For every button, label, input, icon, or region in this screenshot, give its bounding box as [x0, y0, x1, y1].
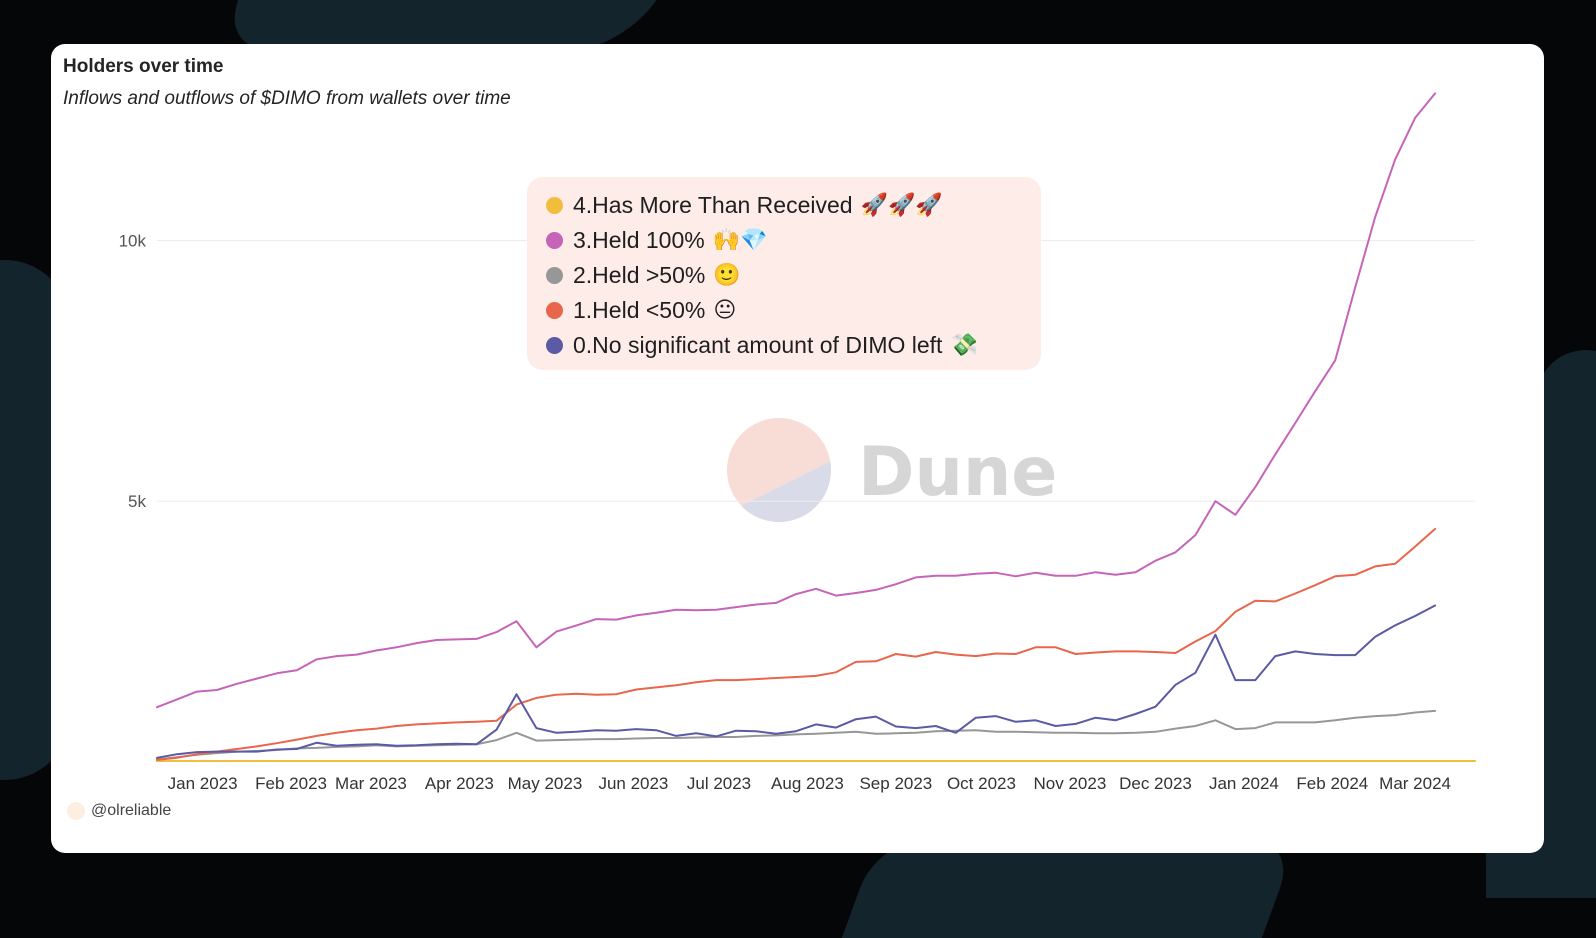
chart-legend: 4.Has More Than Received 🚀🚀🚀 3.Held 100%…: [527, 177, 1041, 370]
x-tick-label: Nov 2023: [1034, 774, 1107, 793]
x-tick-label: Dec 2023: [1119, 774, 1192, 793]
series-line[interactable]: [156, 604, 1437, 759]
dune-watermark: Dune: [727, 418, 1057, 522]
y-axis: 5k 10k: [119, 231, 147, 511]
series-line[interactable]: [156, 527, 1437, 761]
legend-item[interactable]: 0.No significant amount of DIMO left 💸: [546, 328, 1041, 363]
watermark-text: Dune: [858, 433, 1057, 512]
y-tick-label: 5k: [128, 492, 146, 511]
legend-item[interactable]: 1.Held <50% 😐: [546, 293, 1041, 328]
chart-subtitle: Inflows and outflows of $DIMO from walle…: [63, 88, 511, 109]
legend-dot-icon: [546, 197, 563, 214]
legend-label: 3.Held 100%: [573, 227, 705, 253]
x-tick-label: Mar 2024: [1379, 774, 1451, 793]
smile-icon: 🙂: [713, 263, 741, 288]
rocket-icon: 🚀🚀🚀: [860, 193, 943, 218]
legend-dot-icon: [546, 267, 563, 284]
chart-title: Holders over time: [63, 56, 224, 77]
background-shape: [841, 838, 1299, 938]
background-shape: [1536, 350, 1596, 820]
background-shape: [210, 0, 690, 50]
chart-card: Holders over time Inflows and outflows o…: [51, 44, 1544, 853]
series-line[interactable]: [156, 709, 1437, 761]
credit-text: @olreliable: [91, 802, 172, 819]
neutral-face-icon: 😐: [713, 298, 737, 323]
x-tick-label: Jan 2023: [168, 774, 238, 793]
x-tick-label: Jul 2023: [687, 774, 751, 793]
x-tick-label: Jun 2023: [598, 774, 668, 793]
legend-label: 1.Held <50%: [573, 297, 706, 323]
series-lines: [156, 92, 1476, 762]
raised-hands-gem-icon: 🙌💎: [712, 228, 768, 253]
x-tick-label: Mar 2023: [335, 774, 407, 793]
x-tick-label: Oct 2023: [947, 774, 1016, 793]
avatar: [67, 802, 85, 820]
legend-dot-icon: [546, 232, 563, 249]
legend-item[interactable]: 4.Has More Than Received 🚀🚀🚀: [546, 188, 1041, 223]
money-wings-icon: 💸: [950, 333, 978, 358]
legend-dot-icon: [546, 302, 563, 319]
x-tick-label: May 2023: [508, 774, 583, 793]
y-tick-label: 10k: [119, 231, 147, 250]
series-line[interactable]: [156, 92, 1437, 709]
x-tick-label: Feb 2023: [255, 774, 327, 793]
x-tick-label: Feb 2024: [1296, 774, 1368, 793]
legend-item[interactable]: 2.Held >50% 🙂: [546, 258, 1041, 293]
legend-item[interactable]: 3.Held 100% 🙌💎: [546, 223, 1041, 258]
legend-label: 4.Has More Than Received: [573, 192, 853, 218]
x-axis: Jan 2023 Feb 2023 Mar 2023 Apr 2023 May 2023…: [168, 774, 1451, 793]
x-tick-label: Apr 2023: [425, 774, 494, 793]
author-credit: @olreliable: [67, 802, 171, 820]
line-chart[interactable]: Dune 5k 10k Jan 2023 Feb 2023 Mar 2023 Apr 2…: [51, 44, 1544, 853]
legend-dot-icon: [546, 337, 563, 354]
legend-label: 2.Held >50%: [573, 262, 706, 288]
legend-label: 0.No significant amount of DIMO left: [573, 332, 943, 358]
x-tick-label: Sep 2023: [859, 774, 932, 793]
x-tick-label: Jan 2024: [1209, 774, 1279, 793]
x-tick-label: Aug 2023: [771, 774, 844, 793]
